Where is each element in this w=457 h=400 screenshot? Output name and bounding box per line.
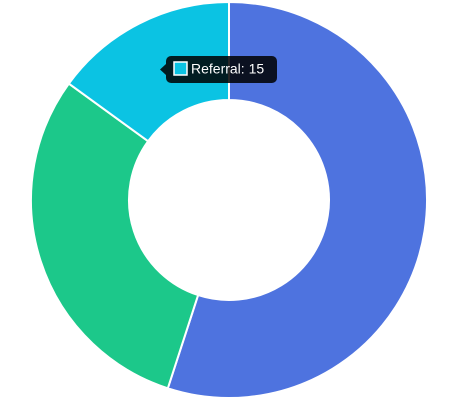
tooltip-text: Referral: 15 [191,60,264,76]
slice [67,0,230,143]
tooltip-value: 15 [249,60,265,76]
slice [30,82,200,390]
tooltip-separator: : [241,60,249,76]
tooltip-box [160,56,277,83]
slice [166,0,428,399]
tooltip-swatch [173,61,188,76]
tooltip: Referral: 15 [160,56,277,83]
tooltip-label: Referral [191,60,241,76]
